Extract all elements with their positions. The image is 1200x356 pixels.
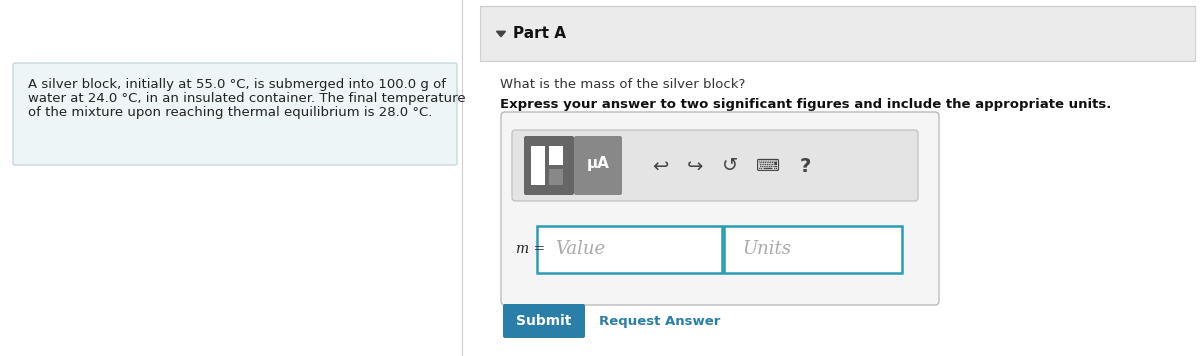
FancyBboxPatch shape bbox=[503, 304, 586, 338]
Text: ↪: ↪ bbox=[686, 157, 703, 176]
Text: ↺: ↺ bbox=[722, 157, 738, 176]
Bar bbox=[550, 169, 563, 185]
Text: μA: μA bbox=[587, 156, 610, 171]
Text: Submit: Submit bbox=[516, 314, 571, 328]
Text: m =: m = bbox=[516, 242, 545, 256]
Bar bbox=[550, 146, 563, 165]
Bar bbox=[530, 146, 545, 185]
Text: What is the mass of the silver block?: What is the mass of the silver block? bbox=[500, 78, 745, 91]
FancyBboxPatch shape bbox=[524, 136, 574, 195]
Polygon shape bbox=[497, 31, 505, 37]
Text: ?: ? bbox=[799, 157, 811, 176]
Bar bbox=[724, 226, 902, 273]
Text: Units: Units bbox=[742, 241, 791, 258]
Text: Express your answer to two significant figures and include the appropriate units: Express your answer to two significant f… bbox=[500, 98, 1111, 111]
Text: Request Answer: Request Answer bbox=[599, 314, 720, 328]
Text: Part A: Part A bbox=[514, 26, 566, 42]
FancyBboxPatch shape bbox=[512, 130, 918, 201]
Bar bbox=[538, 226, 722, 273]
Text: ⌨: ⌨ bbox=[756, 157, 780, 175]
Text: of the mixture upon reaching thermal equilibrium is 28.0 °C.: of the mixture upon reaching thermal equ… bbox=[28, 106, 432, 119]
Text: Value: Value bbox=[554, 241, 605, 258]
FancyBboxPatch shape bbox=[13, 63, 457, 165]
Text: ↩: ↩ bbox=[652, 157, 668, 176]
Bar bbox=[480, 6, 1195, 61]
FancyBboxPatch shape bbox=[502, 112, 940, 305]
Text: water at 24.0 °C, in an insulated container. The final temperature: water at 24.0 °C, in an insulated contai… bbox=[28, 92, 466, 105]
FancyBboxPatch shape bbox=[574, 136, 622, 195]
Text: A silver block, initially at 55.0 °C, is submerged into 100.0 g of: A silver block, initially at 55.0 °C, is… bbox=[28, 78, 446, 91]
